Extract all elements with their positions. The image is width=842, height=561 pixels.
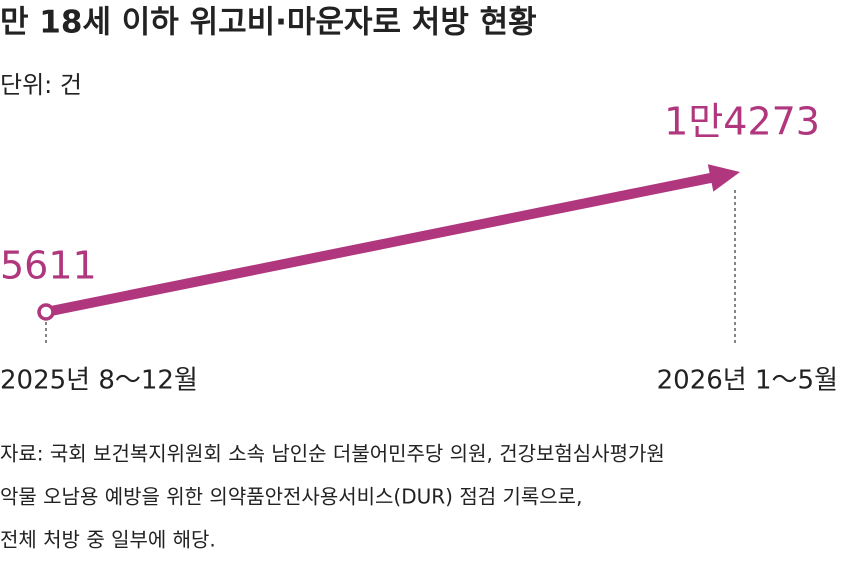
value-label: 1만4273 — [664, 100, 820, 144]
value-label: 5611 — [0, 244, 97, 288]
x-tick-label: 2026년 1～5월 — [657, 366, 838, 396]
source-line: 자료: 국회 보건복지위원회 소속 남인순 더불어민주당 의원, 건강보험심사평… — [0, 442, 665, 466]
chart-subtitle: 단위: 건 — [0, 71, 82, 99]
source-line: 전체 처방 중 일부에 해당. — [0, 528, 216, 552]
point-marker — [37, 303, 55, 321]
arrow-head — [707, 164, 740, 192]
chart-title: 만 18세 이하 위고비·마운자로 처방 현황 — [0, 5, 537, 41]
line — [45, 172, 714, 317]
x-tick-label: 2025년 8～12월 — [0, 366, 198, 396]
source-line: 악물 오남용 예방을 위한 의약품안전사용서비스(DUR) 점검 기록으로, — [0, 485, 582, 509]
